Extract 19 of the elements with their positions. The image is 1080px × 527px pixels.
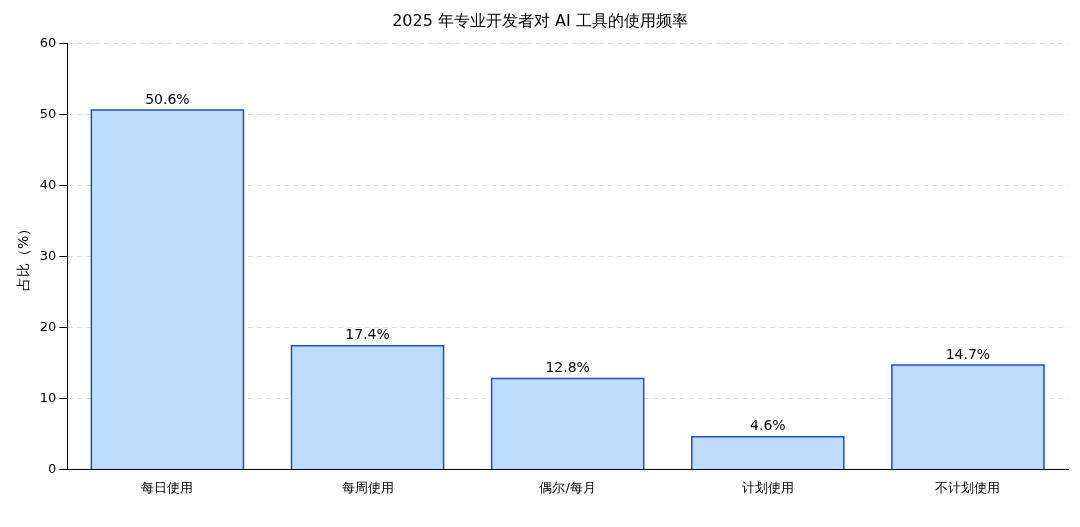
y-tick-label: 60 xyxy=(39,34,57,50)
y-tick-label: 10 xyxy=(39,389,57,405)
data-label: 17.4% xyxy=(345,326,390,343)
data-label: 12.8% xyxy=(545,359,590,376)
y-tick-label: 20 xyxy=(39,318,57,334)
y-axis-title: 占比（%） xyxy=(15,221,32,291)
data-label: 14.7% xyxy=(945,345,991,362)
y-tick-label: 30 xyxy=(39,247,57,263)
chart-title: 2025 年专业开发者对 AI 工具的使用频率 xyxy=(392,10,688,30)
y-tick-label: 40 xyxy=(39,176,57,192)
x-tick-label: 偶尔/每月 xyxy=(539,479,596,495)
data-label: 50.6% xyxy=(145,90,190,107)
x-tick-label: 不计划使用 xyxy=(935,479,1001,495)
y-tick-label: 0 xyxy=(48,460,57,476)
x-tick-label: 计划使用 xyxy=(741,479,794,495)
y-tick-label: 50 xyxy=(39,105,57,121)
data-label: 4.6% xyxy=(750,417,786,434)
x-tick-label: 每日使用 xyxy=(141,479,194,495)
x-tick-label: 每周使用 xyxy=(341,479,394,495)
